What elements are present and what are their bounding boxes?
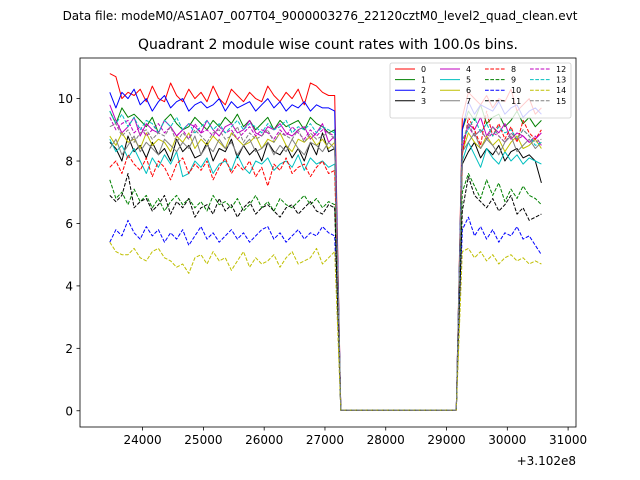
series-line-15 (109, 123, 542, 411)
legend-label-14: 14 (556, 86, 566, 95)
series-line-13 (109, 110, 542, 411)
y-tick-label: 0 (65, 404, 73, 418)
x-tick-label: 26000 (245, 433, 283, 447)
series-line-3 (109, 132, 542, 411)
series-line-5 (109, 138, 542, 411)
series-line-0 (109, 73, 542, 411)
series-line-6 (109, 132, 542, 411)
chart-title: Quadrant 2 module wise count rates with … (138, 37, 518, 53)
legend-label-4: 4 (466, 65, 471, 74)
series-line-8 (109, 110, 542, 411)
legend-label-2: 2 (421, 86, 426, 95)
legend-label-9: 9 (511, 76, 516, 85)
legend-label-5: 5 (466, 76, 471, 85)
legend-label-10: 10 (511, 86, 521, 95)
legend-label-8: 8 (511, 65, 516, 74)
legend-label-3: 3 (421, 97, 426, 106)
x-tick-label: 30000 (488, 433, 526, 447)
y-tick-label: 4 (65, 279, 73, 293)
x-offset-label: +3.102e8 (517, 454, 576, 468)
x-tick-label: 28000 (367, 433, 405, 447)
legend-label-12: 12 (556, 65, 566, 74)
series-line-11 (109, 173, 542, 411)
plot-area: 24000 25000 26000 27000 28000 29000 30000 31000… (58, 57, 587, 468)
legend-label-0: 0 (421, 65, 426, 74)
legend-label-15: 15 (556, 97, 566, 106)
series-line-9 (109, 173, 542, 411)
y-tick-label: 6 (65, 217, 73, 231)
axes-frame (79, 57, 577, 428)
y-tick-label: 10 (58, 92, 73, 106)
y-tick-label: 2 (65, 342, 73, 356)
legend-box (389, 62, 572, 119)
legend-label-1: 1 (421, 76, 426, 85)
series-line-10 (109, 216, 542, 411)
legend-label-7: 7 (466, 97, 471, 106)
x-tick-label: 27000 (306, 433, 344, 447)
figure-suptitle: Data file: modeM0/AS1A07_007T04_90000032… (63, 9, 578, 23)
x-tick-label: 25000 (184, 433, 222, 447)
legend-label-11: 11 (511, 97, 521, 106)
series-line-1 (109, 104, 542, 411)
series-line-14 (109, 241, 542, 411)
series-group (109, 73, 542, 411)
x-tick-label: 31000 (549, 433, 587, 447)
legend-label-6: 6 (466, 86, 471, 95)
x-tick-label: 29000 (427, 433, 465, 447)
legend-label-13: 13 (556, 76, 566, 85)
x-tick-label: 24000 (124, 433, 162, 447)
y-tick-label: 8 (65, 155, 73, 169)
series-line-4 (109, 104, 542, 411)
series-line-7 (109, 132, 542, 411)
series-line-12 (109, 117, 542, 411)
